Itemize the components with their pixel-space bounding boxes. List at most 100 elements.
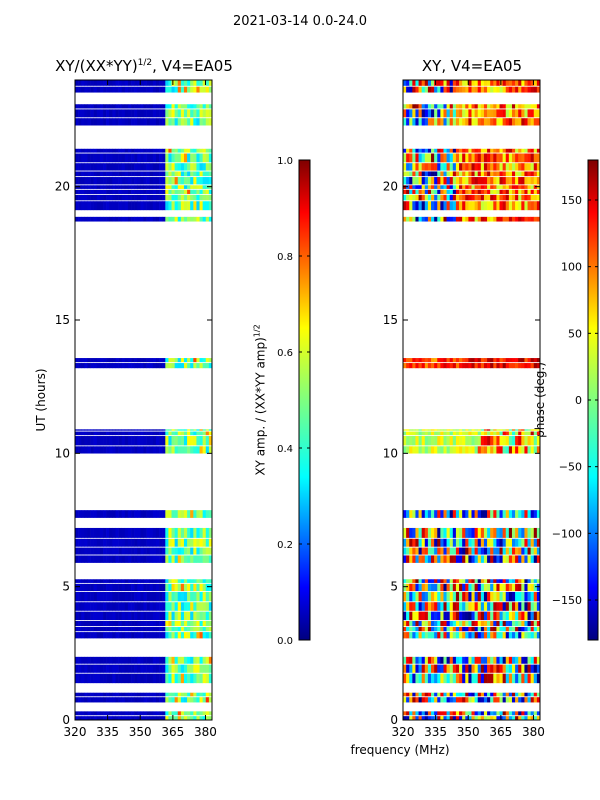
amp-cell	[159, 171, 163, 177]
phase-cell	[452, 620, 457, 627]
amp-cell	[171, 632, 175, 639]
amp-cell	[174, 358, 179, 363]
phase-cell	[409, 692, 413, 697]
phase-cell	[487, 656, 491, 664]
phase-cell	[434, 189, 438, 194]
phase-cell	[477, 591, 482, 602]
amp-cell	[152, 527, 157, 538]
amp-cell	[202, 583, 207, 592]
phase-cell	[527, 602, 531, 611]
amp-cell	[159, 673, 163, 684]
amp-cell	[180, 692, 185, 697]
amp-cell	[190, 109, 194, 118]
phase-cell	[446, 86, 450, 93]
amp-cell	[81, 363, 85, 369]
amp-cell	[140, 627, 144, 632]
phase-cell	[421, 363, 426, 369]
phase-cell	[449, 80, 454, 86]
phase-cell	[403, 429, 407, 431]
phase-cell	[521, 194, 525, 201]
phase-cell	[403, 153, 407, 163]
amp-cell	[146, 429, 151, 431]
amp-cell	[90, 429, 94, 431]
amp-cell	[155, 632, 160, 639]
phase-cell	[440, 446, 444, 454]
amp-cell	[190, 627, 194, 632]
phase-cell	[421, 436, 426, 446]
phase-cell	[406, 201, 410, 211]
amp-cell	[196, 194, 200, 201]
amp-cell	[109, 716, 113, 721]
amp-cell	[187, 153, 191, 163]
phase-cell	[459, 627, 463, 632]
amp-cell	[168, 656, 172, 664]
amp-cell	[183, 104, 188, 109]
amp-cell	[121, 446, 126, 454]
amp-cell	[202, 201, 207, 211]
phase-cell	[508, 620, 513, 627]
phase-cell	[468, 153, 472, 163]
amp-cell	[84, 664, 88, 673]
amp-cell	[96, 620, 101, 627]
amp-cell	[199, 163, 203, 171]
amp-cell	[159, 201, 163, 211]
amp-cell	[149, 363, 154, 369]
amp-cell	[174, 538, 179, 547]
phase-cell	[490, 547, 494, 555]
phase-cell	[427, 716, 432, 721]
phase-cell	[403, 527, 407, 538]
amp-cell	[81, 201, 85, 211]
phase-cell	[446, 620, 450, 627]
phase-cell	[521, 547, 525, 555]
amp-cell	[90, 527, 94, 538]
amp-cell	[202, 602, 207, 611]
phase-cell	[527, 104, 531, 109]
amp-cell	[143, 363, 147, 369]
phase-cell	[474, 436, 479, 446]
amp-cell	[152, 579, 157, 583]
phase-cell	[409, 627, 413, 632]
amp-cell	[75, 673, 79, 684]
phase-cell	[502, 358, 507, 363]
amp-cell	[149, 185, 154, 189]
phase-cell	[499, 555, 503, 563]
amp-cell	[118, 431, 122, 436]
amp-cell	[199, 697, 203, 703]
phase-cell	[424, 579, 429, 583]
left-title-main: XY/(XX*YY)	[55, 57, 138, 75]
phase-cell	[455, 153, 460, 163]
phase-cell	[452, 86, 457, 93]
phase-cell	[499, 177, 503, 185]
phase-cell	[412, 555, 416, 563]
amp-cell	[177, 711, 182, 716]
phase-cell	[462, 109, 466, 118]
phase-cell	[459, 118, 463, 126]
amp-cell	[196, 80, 200, 86]
amp-cell	[84, 118, 88, 126]
amp-cell	[127, 148, 132, 153]
phase-cell	[424, 358, 429, 363]
phase-cell	[536, 579, 541, 583]
amp-cell	[131, 86, 135, 93]
amp-cell	[115, 86, 119, 93]
phase-cell	[502, 673, 507, 684]
phase-cell	[524, 153, 528, 163]
phase-cell	[480, 510, 485, 518]
phase-colorbar-tick-label: −50	[559, 461, 582, 474]
phase-cell	[452, 358, 457, 363]
phase-cell	[527, 148, 531, 153]
amp-cell	[183, 692, 188, 697]
amp-cell	[199, 627, 203, 632]
amp-cell	[93, 716, 98, 721]
amp-cell	[87, 118, 91, 126]
phase-cell	[415, 692, 419, 697]
phase-cell	[403, 148, 407, 153]
phase-cell	[437, 716, 441, 721]
phase-cell	[465, 185, 469, 189]
phase-cell	[505, 692, 510, 697]
phase-cell	[471, 664, 475, 673]
amp-cell	[134, 664, 138, 673]
amp-cell	[118, 109, 122, 118]
phase-cell	[449, 431, 454, 436]
amp-cell	[96, 555, 101, 563]
